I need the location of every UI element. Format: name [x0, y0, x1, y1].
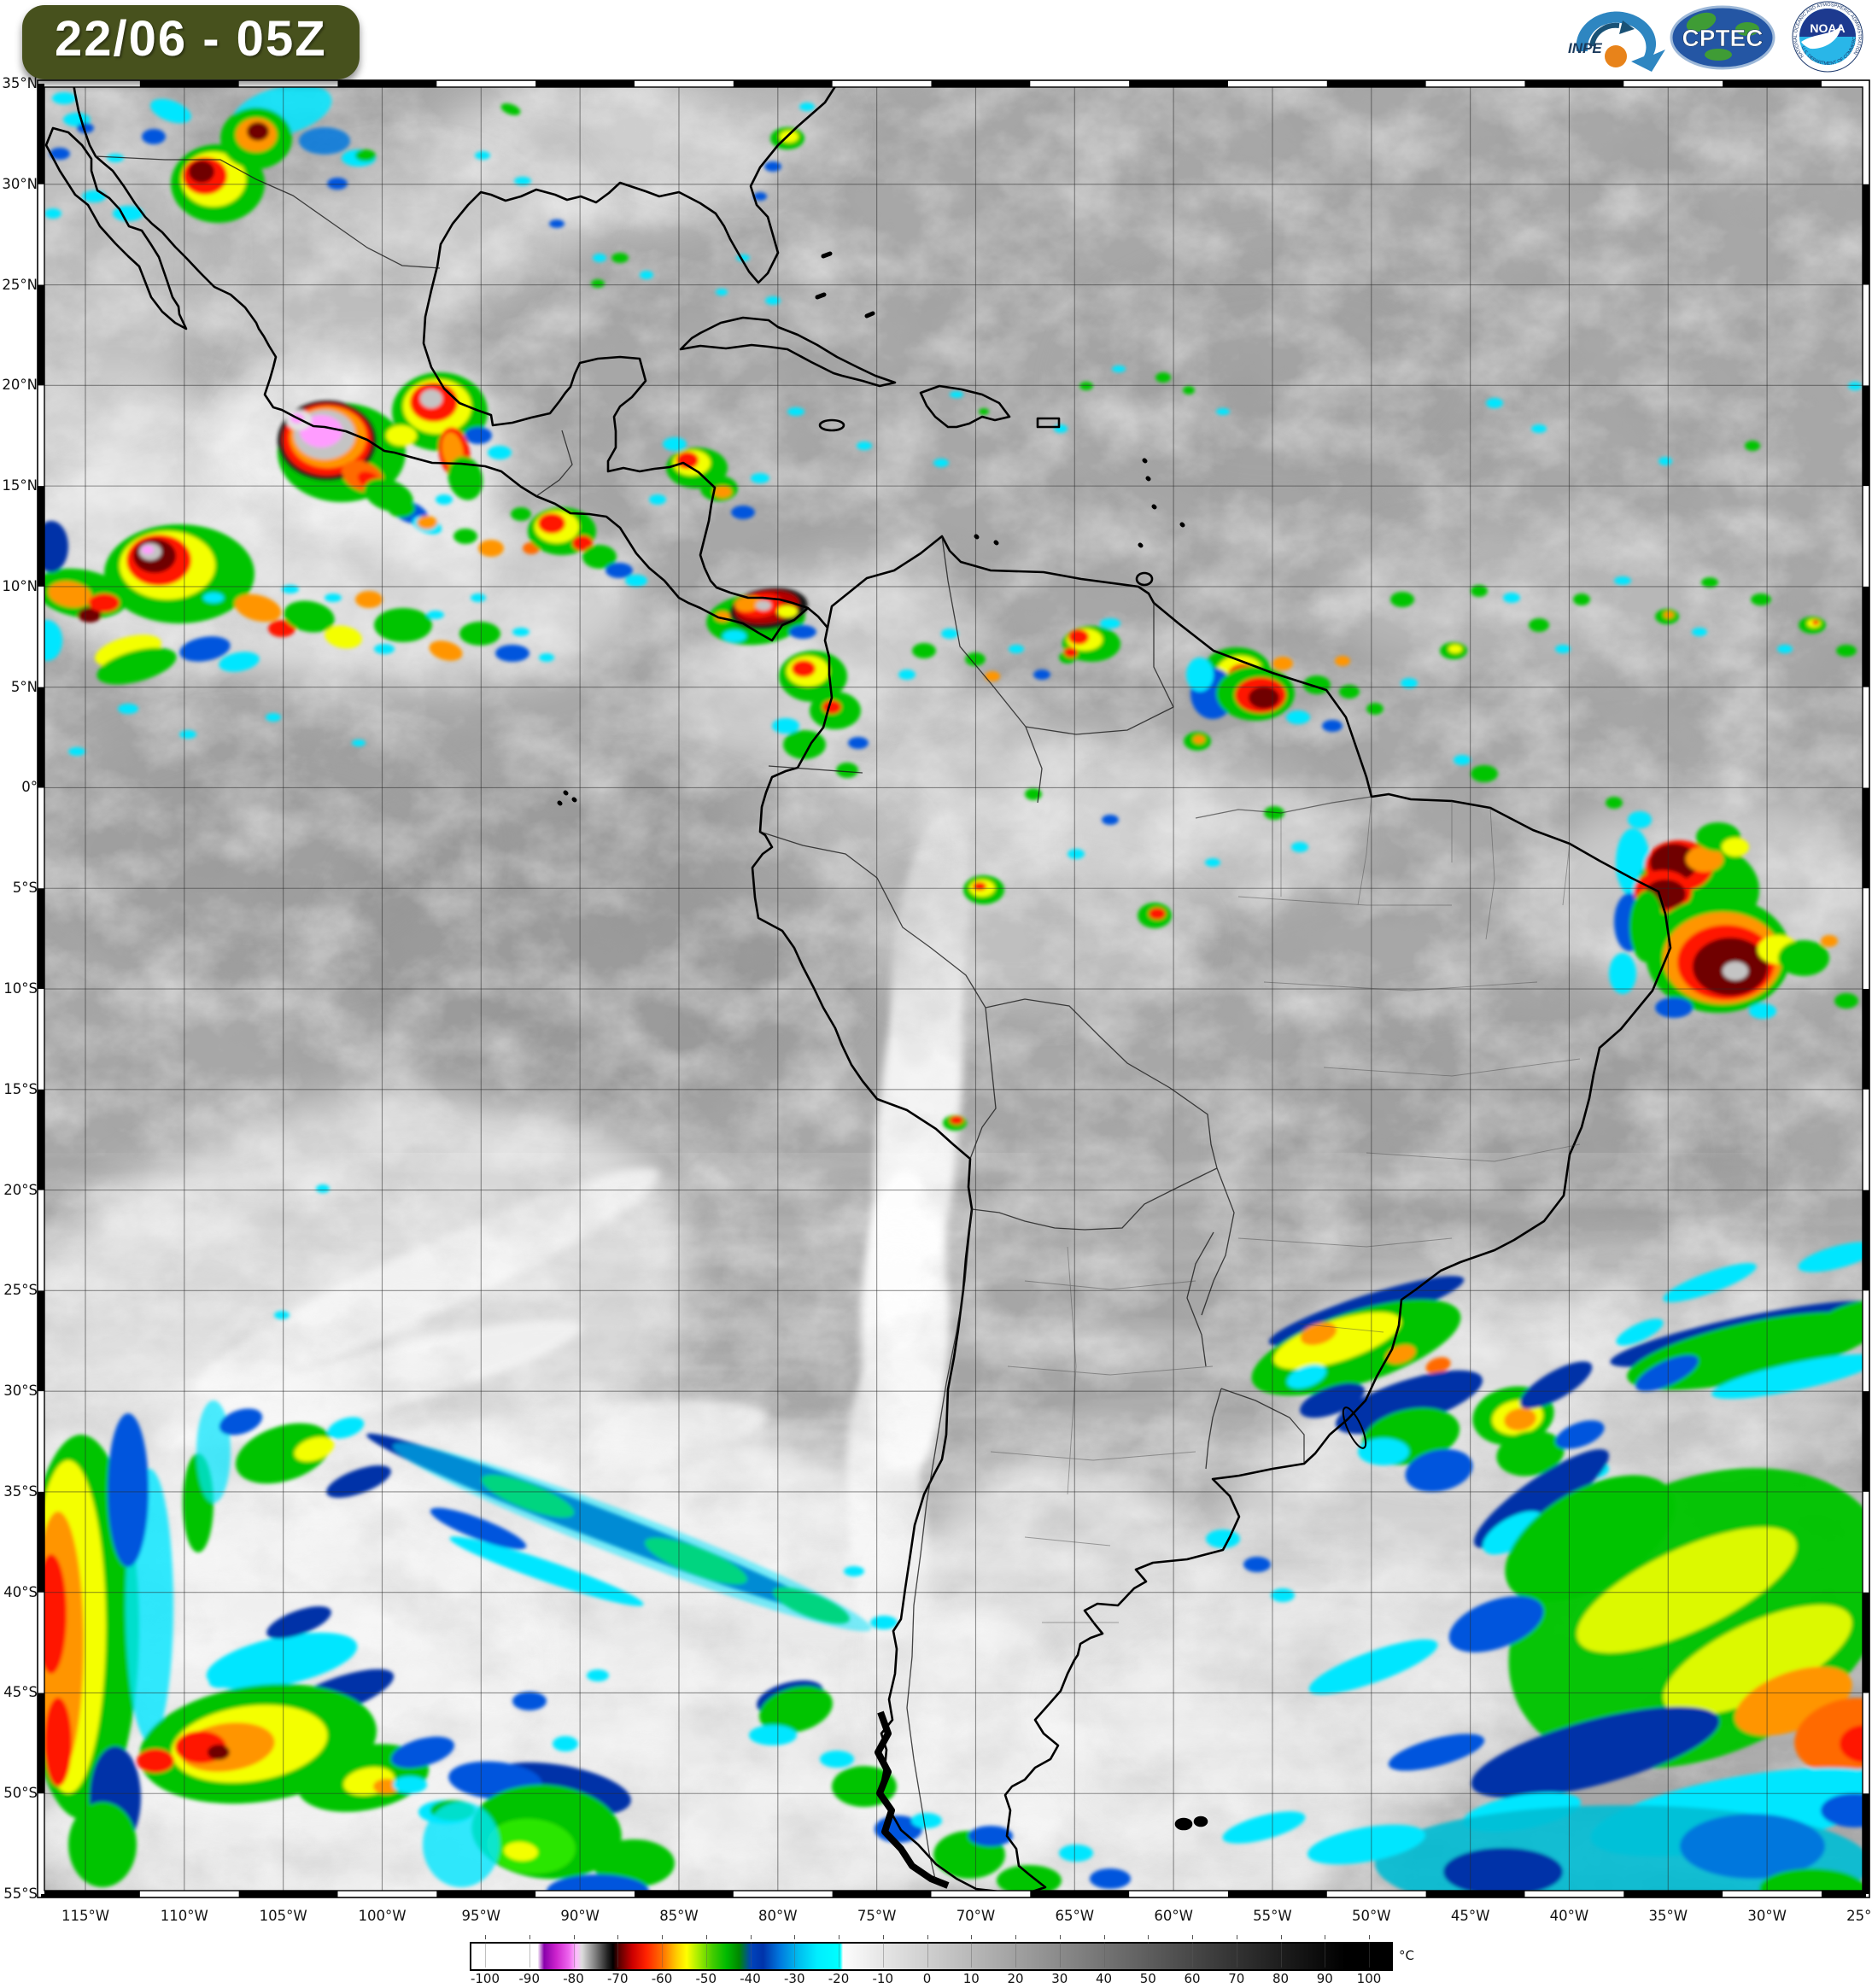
- map-frame: [37, 79, 1870, 1898]
- colorbar-unit-label: °C: [1399, 1948, 1414, 1963]
- convection-cells: [41, 84, 1866, 1894]
- temperature-colorbar: [470, 1942, 1393, 1971]
- cptec-globe-icon: [1686, 12, 1717, 32]
- map-imagery: [41, 84, 1866, 1894]
- state-borders: [990, 796, 1581, 1623]
- cptec-wordmark: CPTEC: [1682, 25, 1764, 51]
- country-borders: [95, 155, 1372, 1880]
- noaa-logo: NOAA NATIONAL OCEANIC AND ATMOSPHERIC AD…: [1788, 0, 1863, 73]
- inpe-orange-dot-icon: [1605, 45, 1627, 67]
- noaa-seagull-icon: [1801, 26, 1841, 50]
- cptec-logo: CPTEC: [1670, 5, 1775, 70]
- inpe-swirl-icon: [1576, 11, 1665, 72]
- inpe-logo: INPE: [1568, 11, 1665, 72]
- timestamp-text: 22/06 - 05Z: [55, 11, 327, 67]
- inpe-wordmark: INPE: [1568, 40, 1602, 56]
- coastlines: [44, 84, 1672, 1894]
- noaa-wordmark: NOAA: [1810, 21, 1845, 35]
- timestamp-banner: 22/06 - 05Z: [22, 5, 360, 79]
